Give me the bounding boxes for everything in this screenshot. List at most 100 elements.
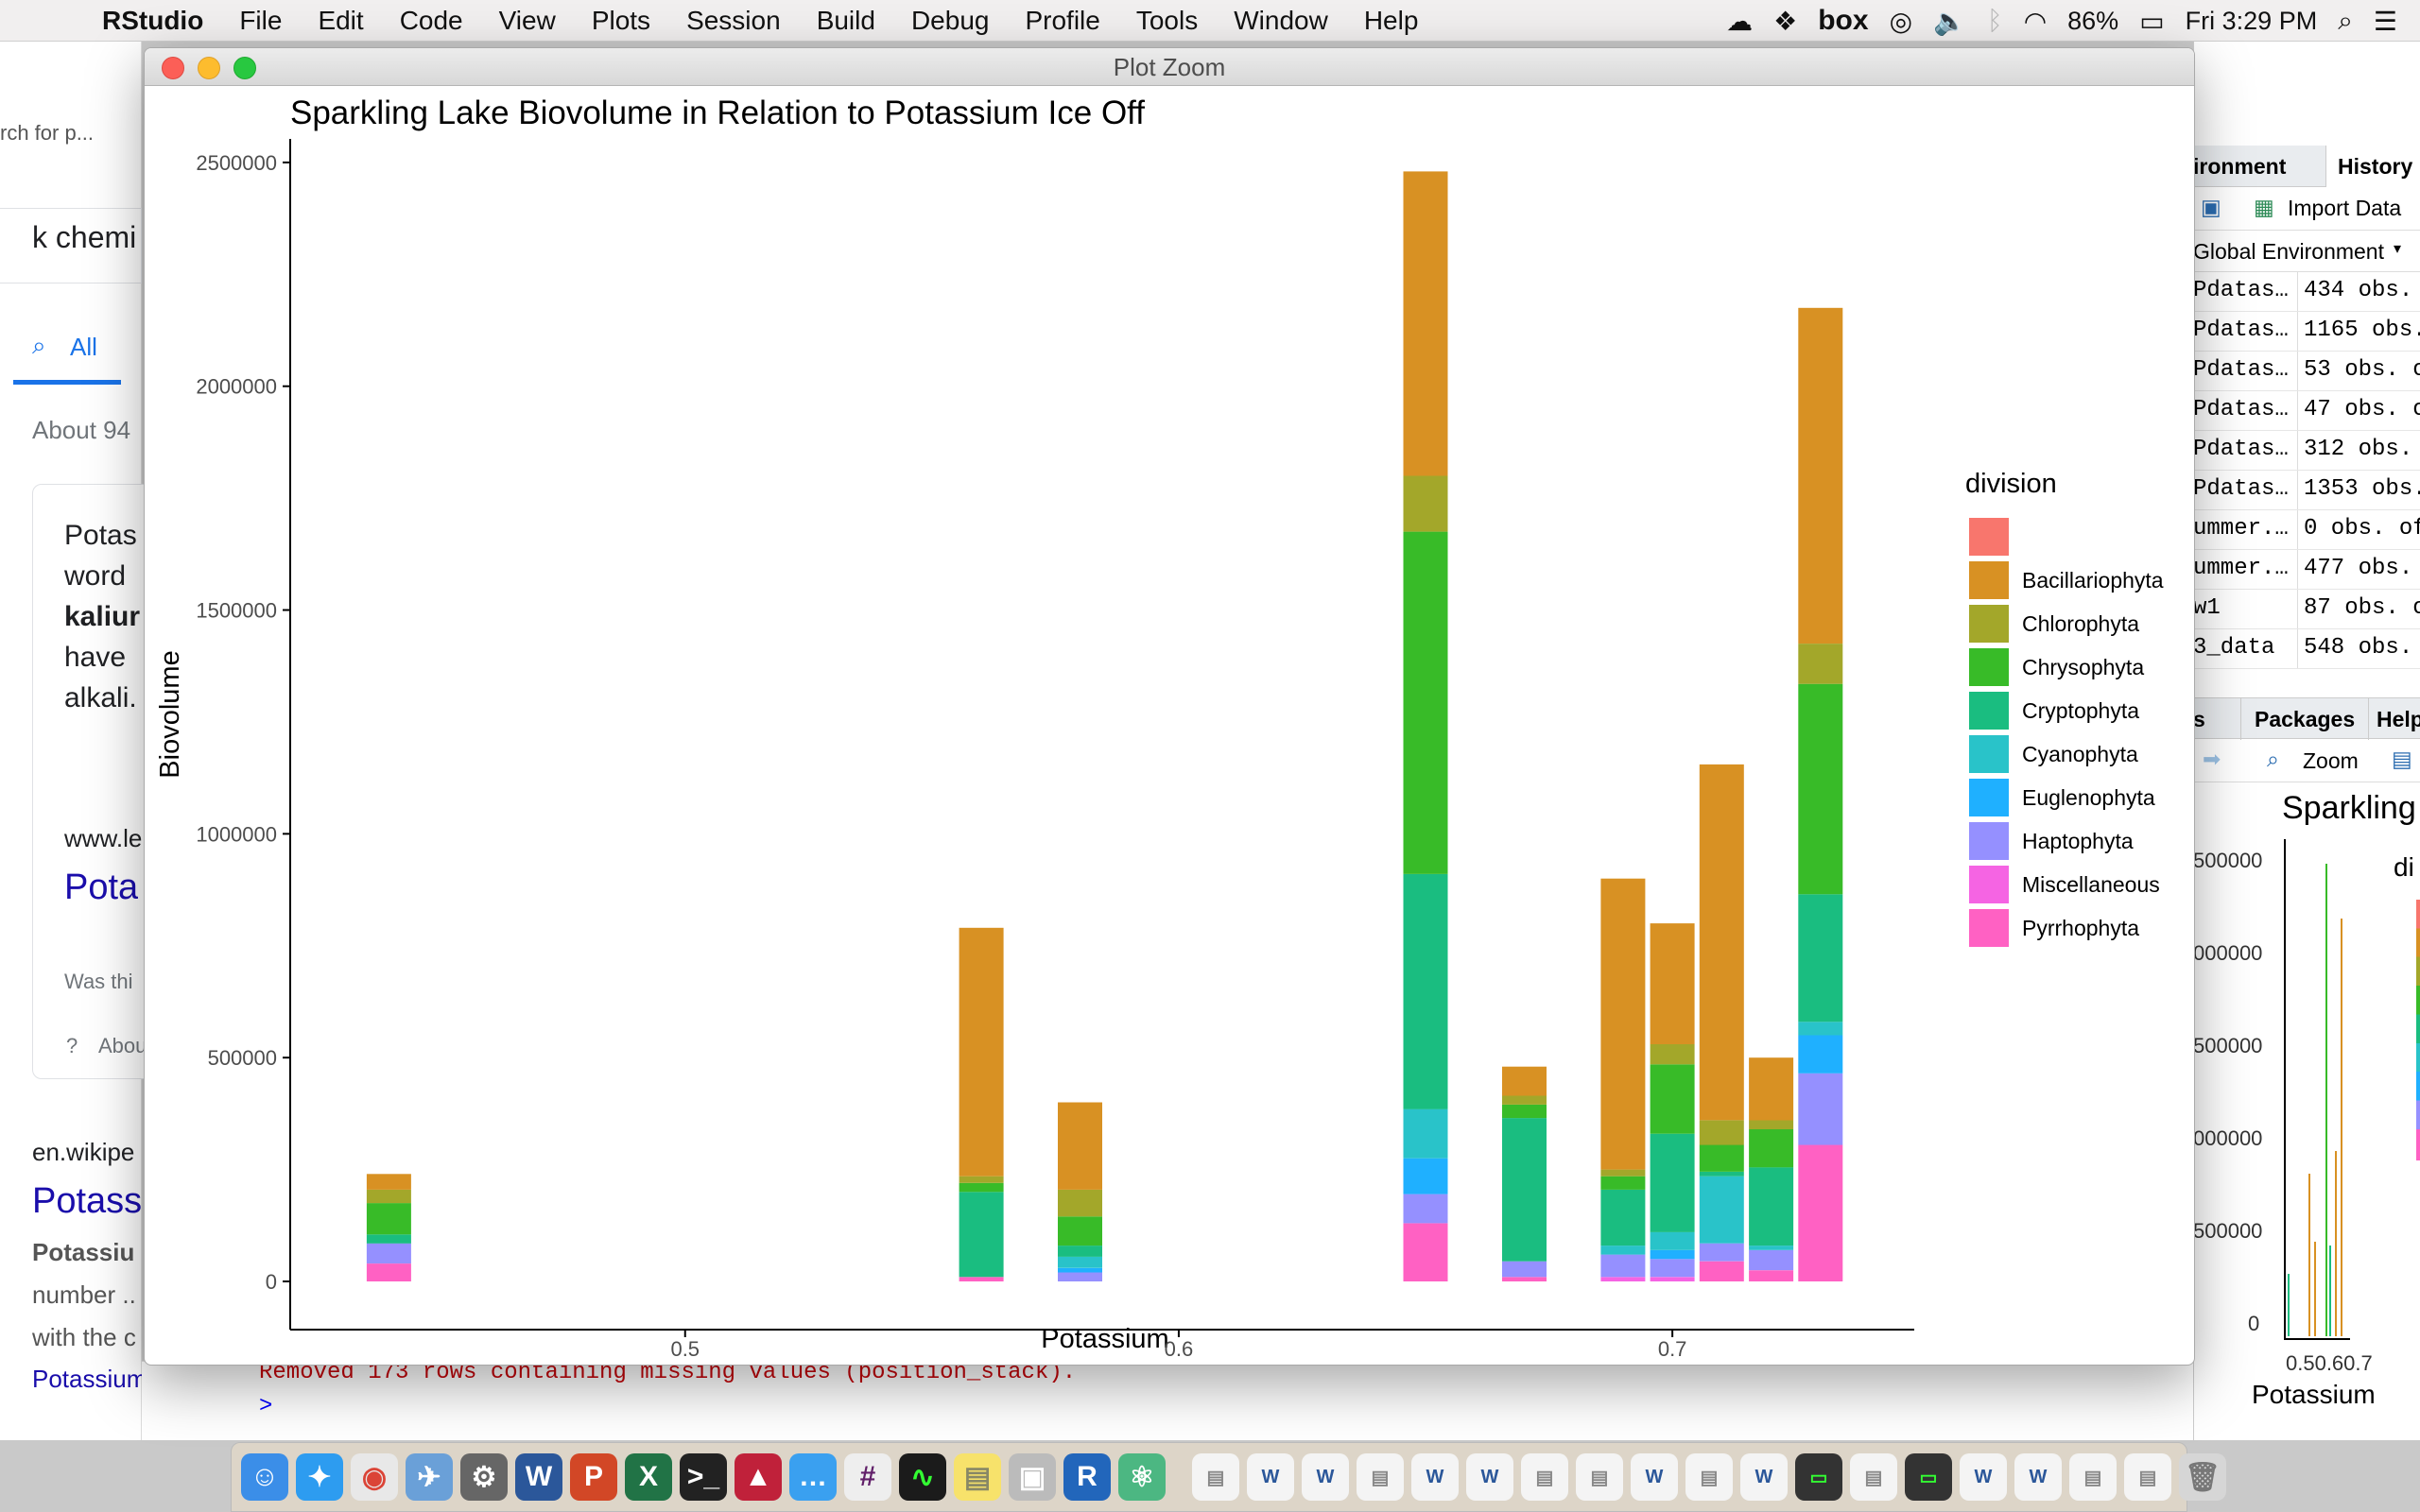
mail-icon[interactable]: ✈ [406, 1453, 453, 1501]
document-thumbnail-icon[interactable]: W [1247, 1453, 1294, 1501]
menu-item-file[interactable]: File [239, 5, 283, 35]
zoom-icon[interactable]: ⌕ [2267, 747, 2279, 771]
zoom-window-button[interactable] [233, 57, 256, 79]
env-row[interactable]: ummer.… 477 obs. [2193, 550, 2420, 590]
forward-arrow-icon[interactable]: ➡ [2203, 747, 2221, 771]
menu-item-session[interactable]: Session [686, 5, 781, 35]
finder-icon[interactable]: ☺ [241, 1453, 288, 1501]
rstudio-icon[interactable]: R [1063, 1453, 1111, 1501]
wiki-title-link[interactable]: Potass [32, 1181, 143, 1221]
menu-app-name[interactable]: RStudio [102, 5, 204, 35]
terminal-icon[interactable]: >_ [680, 1453, 727, 1501]
search-box[interactable]: k chemi [0, 208, 142, 284]
env-row[interactable]: Pdatas… 1165 obs. [2193, 312, 2420, 352]
document-thumbnail-icon[interactable]: ▤ [1521, 1453, 1568, 1501]
document-thumbnail-icon[interactable]: ▤ [1576, 1453, 1623, 1501]
document-thumbnail-icon[interactable]: ▤ [2069, 1453, 2117, 1501]
about-link[interactable]: Abou [98, 1034, 147, 1057]
document-thumbnail-icon[interactable]: W [1466, 1453, 1513, 1501]
stickies-icon[interactable]: ▤ [954, 1453, 1001, 1501]
close-button[interactable] [162, 57, 184, 79]
word-icon[interactable]: W [515, 1453, 562, 1501]
environment-selector[interactable]: Global Environment ▾ [2193, 231, 2420, 272]
save-workspace-icon[interactable]: ▣ [2201, 195, 2221, 219]
import-dataset-button[interactable]: Import Data [2288, 196, 2402, 220]
env-row[interactable]: w1 87 obs. o [2193, 590, 2420, 629]
tab-files[interactable]: s [2193, 707, 2205, 731]
mini-bar [2314, 1242, 2316, 1336]
export-icon[interactable]: ▤ [2392, 747, 2412, 771]
dropbox-icon[interactable]: ❖ [1773, 6, 1798, 36]
mendeley-icon[interactable]: ▲ [735, 1453, 782, 1501]
bluetooth-icon[interactable]: ᛒ [1986, 6, 2003, 35]
minimize-button[interactable] [198, 57, 220, 79]
messages-icon[interactable]: … [789, 1453, 837, 1501]
menu-item-debug[interactable]: Debug [910, 5, 990, 35]
env-row[interactable]: ummer.… 0 obs. of [2193, 510, 2420, 550]
terminal-thumbnail-icon[interactable]: ▭ [1905, 1453, 1952, 1501]
wifi-icon[interactable]: ◠ [2023, 6, 2048, 36]
result-link-title[interactable]: Pota [64, 868, 139, 907]
document-thumbnail-icon[interactable]: W [1740, 1453, 1788, 1501]
document-thumbnail-icon[interactable]: ▤ [1192, 1453, 1239, 1501]
tab-history[interactable]: History [2325, 146, 2420, 187]
clock[interactable]: Fri 3:29 PM [2185, 6, 2318, 35]
about-help-icon[interactable]: ? [66, 1034, 78, 1057]
import-dataset-icon[interactable]: ▦ [2254, 195, 2274, 219]
bar-segment-haptophyta [1749, 1249, 1794, 1271]
tab-help[interactable]: Help [2377, 707, 2420, 731]
document-thumbnail-icon[interactable]: W [1631, 1453, 1678, 1501]
window-titlebar[interactable]: Plot Zoom [145, 48, 2194, 86]
tab-packages[interactable]: Packages [2240, 698, 2370, 740]
menu-item-edit[interactable]: Edit [318, 5, 364, 35]
env-row[interactable]: Pdatas… 1353 obs. [2193, 471, 2420, 510]
document-thumbnail-icon[interactable]: W [1960, 1453, 2007, 1501]
browser-search-snippet[interactable]: rch for p... [0, 121, 95, 145]
env-row[interactable]: Pdatas… 434 obs. [2193, 272, 2420, 312]
menu-item-tools[interactable]: Tools [1135, 5, 1199, 35]
activity-monitor-icon[interactable]: ∿ [899, 1453, 946, 1501]
document-thumbnail-icon[interactable]: ▤ [2124, 1453, 2171, 1501]
safari-icon[interactable]: ✦ [296, 1453, 343, 1501]
document-thumbnail-icon[interactable]: ▤ [1685, 1453, 1733, 1501]
document-thumbnail-icon[interactable]: W [1302, 1453, 1349, 1501]
terminal-thumbnail-icon[interactable]: ▭ [1795, 1453, 1842, 1501]
env-row[interactable]: Pdatas… 47 obs. o [2193, 391, 2420, 431]
menu-item-plots[interactable]: Plots [591, 5, 651, 35]
document-thumbnail-icon[interactable]: W [1411, 1453, 1459, 1501]
menu-item-view[interactable]: View [498, 5, 556, 35]
volume-icon[interactable]: 🔈 [1933, 6, 1966, 36]
box-icon[interactable]: box [1818, 5, 1869, 36]
env-row[interactable]: Pdatas… 312 obs. [2193, 431, 2420, 471]
tab-all[interactable]: All [70, 333, 97, 361]
creative-cloud-icon[interactable]: ◎ [1889, 6, 1913, 36]
rstudio-console[interactable]: Removed 173 rows containing missing valu… [142, 1360, 2193, 1440]
env-row[interactable]: Pdatas… 53 obs. o [2193, 352, 2420, 391]
menu-item-build[interactable]: Build [816, 5, 875, 35]
trash-icon[interactable]: 🗑 [2179, 1453, 2226, 1501]
excel-icon[interactable]: X [625, 1453, 672, 1501]
system-preferences-icon[interactable]: ⚙ [460, 1453, 508, 1501]
battery-percent[interactable]: 86% [2067, 6, 2119, 35]
menu-item-help[interactable]: Help [1363, 5, 1419, 35]
cloud-upload-icon[interactable]: ☁ [1726, 6, 1754, 36]
chrome-icon[interactable]: ◉ [351, 1453, 398, 1501]
mini-legend-swatches [2416, 900, 2420, 1160]
document-thumbnail-icon[interactable]: ▤ [1850, 1453, 1897, 1501]
document-thumbnail-icon[interactable]: W [2014, 1453, 2062, 1501]
menu-item-code[interactable]: Code [399, 5, 463, 35]
spotlight-search-icon[interactable]: ⌕ [2338, 5, 2353, 35]
document-thumbnail-icon[interactable]: ▤ [1357, 1453, 1404, 1501]
powerpoint-icon[interactable]: P [570, 1453, 617, 1501]
atom-icon[interactable]: ⚛ [1118, 1453, 1166, 1501]
bar-segment-chlorophyta [1600, 1169, 1646, 1177]
zoom-button[interactable]: Zoom [2303, 748, 2359, 773]
bar-segment-haptophyta [1600, 1254, 1646, 1278]
preview-icon[interactable]: ▣ [1009, 1453, 1056, 1501]
slack-icon[interactable]: # [844, 1453, 891, 1501]
env-row[interactable]: 3_data 548 obs. [2193, 629, 2420, 669]
menu-item-profile[interactable]: Profile [1025, 5, 1100, 35]
menu-item-window[interactable]: Window [1234, 5, 1328, 35]
tab-environment[interactable]: ironment [2193, 154, 2287, 179]
notification-center-icon[interactable]: ☰ [2373, 6, 2397, 36]
